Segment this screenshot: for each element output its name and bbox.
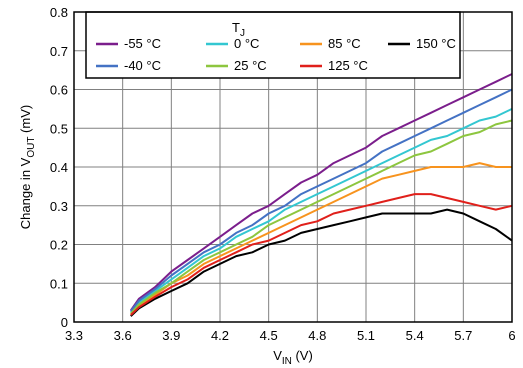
legend-entry: 125 °C: [328, 58, 368, 73]
legend-entry: 85 °C: [328, 36, 361, 51]
y-axis-label: Change in VOUT (mV): [18, 105, 37, 229]
axis-ticks: 3.3 3.6 3.9 4.2 4.5 4.8 5.1 5.4 5.7 6 0 0.1 0.2 0.3 0.…: [50, 5, 516, 343]
x-tick-label: 4.8: [308, 328, 326, 343]
series-line-6: [130, 193, 513, 316]
legend-entry: 150 °C: [416, 36, 456, 51]
legend: TJ -55 °C 0 °C 85 °C 150 °C -40 °C 25 °C 125 °…: [96, 20, 456, 73]
x-axis-label: VIN (V): [273, 348, 313, 367]
series-lines: [129, 73, 513, 317]
y-tick-label: 0.4: [50, 160, 68, 175]
series-line-0: [129, 73, 513, 311]
y-tick-label: 0.6: [50, 83, 68, 98]
y-tick-label: 0.3: [50, 199, 68, 214]
x-tick-label: 3.6: [114, 328, 132, 343]
x-tick-label: 5.1: [357, 328, 375, 343]
series-line-3: [130, 208, 513, 317]
legend-entry: 25 °C: [234, 58, 267, 73]
x-tick-label: 6: [508, 328, 515, 343]
y-tick-label: 0.5: [50, 121, 68, 136]
x-tick-label: 4.2: [211, 328, 229, 343]
legend-entry: -40 °C: [124, 58, 161, 73]
legend-entry: 0 °C: [234, 36, 259, 51]
y-tick-label: 0.8: [50, 5, 68, 20]
x-tick-label: 3.9: [162, 328, 180, 343]
x-tick-label: 5.7: [454, 328, 472, 343]
legend-title: TJ: [232, 20, 245, 39]
series-line-5: [130, 119, 513, 315]
series-line-1: [130, 107, 513, 313]
plot-frame: [73, 11, 513, 323]
y-tick-label: 0.1: [50, 276, 68, 291]
x-tick-label: 4.5: [260, 328, 278, 343]
x-tick-label: 5.4: [406, 328, 424, 343]
series-line-2: [130, 162, 512, 316]
legend-entry: -55 °C: [124, 36, 161, 51]
y-tick-label: 0.2: [50, 238, 68, 253]
y-tick-label: 0.7: [50, 44, 68, 59]
x-tick-label: 3.3: [65, 328, 83, 343]
y-tick-label: 0: [61, 315, 68, 330]
series-line-4: [130, 88, 513, 312]
